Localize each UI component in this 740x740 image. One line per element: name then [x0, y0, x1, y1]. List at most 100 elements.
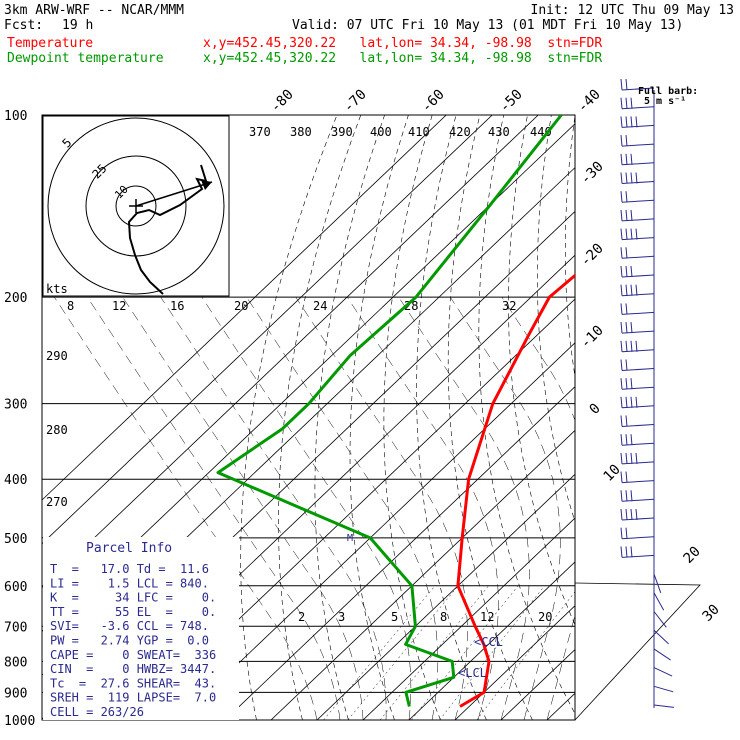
wind-barb-feather — [630, 508, 633, 521]
wind-barb-feather — [630, 228, 633, 240]
parcel-info-row: CIN = 0 HWBZ= 3447. — [50, 662, 216, 676]
wind-barb — [653, 685, 674, 693]
isotherm-side-label: -20 — [578, 241, 607, 270]
wind-barb-feather — [625, 209, 628, 221]
wind-barb-feather — [630, 322, 633, 334]
isotherm-line — [42, 115, 493, 545]
wind-barb-feather — [630, 265, 633, 278]
wind-barb-feather — [620, 247, 623, 259]
isotherm-side-label: 30 — [700, 602, 723, 625]
mixing-ratio-label: 16 — [170, 299, 184, 313]
mixing-ratio-label: 2 — [298, 610, 305, 624]
isotherm-line — [42, 115, 447, 501]
pressure-tick-label: 600 — [4, 580, 27, 595]
theta-label: 430 — [488, 125, 510, 139]
mixing-ratio-label: 12 — [112, 299, 126, 313]
wind-barb — [653, 573, 662, 594]
wind-barb-feather — [625, 415, 628, 427]
valid-time: Valid: 07 UTC Fri 10 May 13 (01 MDT Fri … — [292, 18, 684, 33]
mixing-ratio-label: 20 — [538, 610, 552, 624]
theta-label: 390 — [331, 125, 353, 139]
wind-profile — [620, 78, 674, 708]
wind-barb-feather — [630, 396, 633, 408]
wind-barb-feather — [635, 172, 638, 184]
hodograph-trace — [127, 164, 208, 295]
wind-barb-feather — [625, 471, 628, 483]
wind-barb-feather — [620, 265, 623, 278]
moist-adiabat — [122, 296, 364, 720]
ccl-marker: <CCL — [474, 635, 503, 649]
moist-adiabat — [246, 296, 439, 720]
isotherm-line — [270, 429, 575, 720]
dry-adiabat — [694, 115, 740, 720]
pressure-tick-label: 300 — [4, 398, 27, 413]
wind-barb-feather — [625, 97, 628, 109]
init-time: Init: 12 UTC Thu 09 May 13 — [530, 3, 735, 18]
wind-barb — [653, 704, 674, 708]
wind-barb-feather — [625, 340, 628, 352]
wind-barb-feather — [620, 322, 623, 334]
wind-barb — [653, 629, 669, 645]
wind-barb-feather — [625, 378, 628, 390]
pressure-tick-label: 900 — [4, 686, 27, 701]
wind-barb-feather — [620, 415, 623, 427]
moist-adiabat — [449, 296, 561, 720]
wind-barb-feather — [620, 359, 623, 371]
wind-barb-feather — [625, 78, 628, 91]
dry-adiabat — [240, 115, 338, 720]
forecast-hour: 19 h — [62, 18, 94, 33]
wind-barb-feather — [620, 434, 623, 446]
temperature-legend-label: Temperature — [7, 36, 94, 51]
wind-barb — [653, 592, 665, 611]
wind-barb-feather — [625, 284, 628, 296]
wind-barb-feather — [620, 172, 623, 184]
dry-adiabats — [240, 115, 740, 720]
parcel-info-row: SREH = 119 LAPSE= 7.0 — [50, 691, 216, 705]
dry-adiabat — [537, 115, 575, 523]
wind-barb-feather — [625, 452, 628, 464]
wind-barb-feather — [625, 359, 628, 371]
isotherm-side-label: -10 — [578, 323, 607, 352]
dry-adiabat — [508, 115, 575, 626]
parcel-info-row: SVI= -3.6 CCL = 748. — [50, 619, 209, 633]
isotherm-line — [316, 473, 575, 720]
wind-barb-feather — [630, 284, 633, 296]
wind-barb-feather — [625, 527, 628, 539]
wind-barb-feather — [635, 396, 638, 408]
dry-adiabat — [478, 115, 575, 715]
model-title: 3km ARW-WRF -- NCAR/MMM — [4, 3, 185, 18]
wind-barb-feather — [635, 508, 638, 521]
theta-label: 410 — [408, 125, 430, 139]
wind-barb-feather — [630, 378, 633, 390]
hodograph-units: kts — [46, 282, 68, 296]
isotherm-line — [546, 692, 575, 720]
wind-barb-feather — [620, 508, 623, 521]
wind-barb-feather — [620, 97, 623, 109]
wind-barb-feather — [620, 490, 623, 502]
mixing-ratio-line — [347, 585, 459, 720]
wind-barb-feather — [630, 452, 633, 464]
moist-adiabat — [160, 296, 387, 720]
wind-barb-feather — [630, 340, 633, 352]
parcel-info-row: PW = 2.74 YGP = 0.0 — [50, 634, 209, 648]
wind-barb-feather — [625, 396, 628, 408]
wind-barb-feather — [620, 116, 623, 128]
wind-barb-feather — [630, 490, 633, 502]
m-marker: M — [347, 533, 353, 544]
parcel-info-row: LI = 1.5 LCL = 840. — [50, 576, 209, 590]
wind-barb-feather — [635, 340, 638, 352]
dry-adiabat — [592, 115, 740, 720]
wind-key-value: 5 m s⁻¹ — [644, 96, 686, 107]
wind-barb — [653, 611, 667, 628]
temperature-profile — [456, 273, 575, 708]
dry-adiabat — [565, 115, 575, 379]
wind-barb-feather — [635, 116, 638, 128]
wind-barb-feather — [620, 191, 623, 203]
isotherm-side-label: 0 — [587, 401, 604, 418]
wind-barb-feather — [625, 228, 628, 240]
wind-barb-feather — [620, 527, 623, 539]
isotherm-line — [224, 386, 575, 720]
wind-barb-feather — [635, 228, 638, 240]
parcel-info-row: CAPE = 0 SWEAT= 336 — [50, 648, 216, 662]
